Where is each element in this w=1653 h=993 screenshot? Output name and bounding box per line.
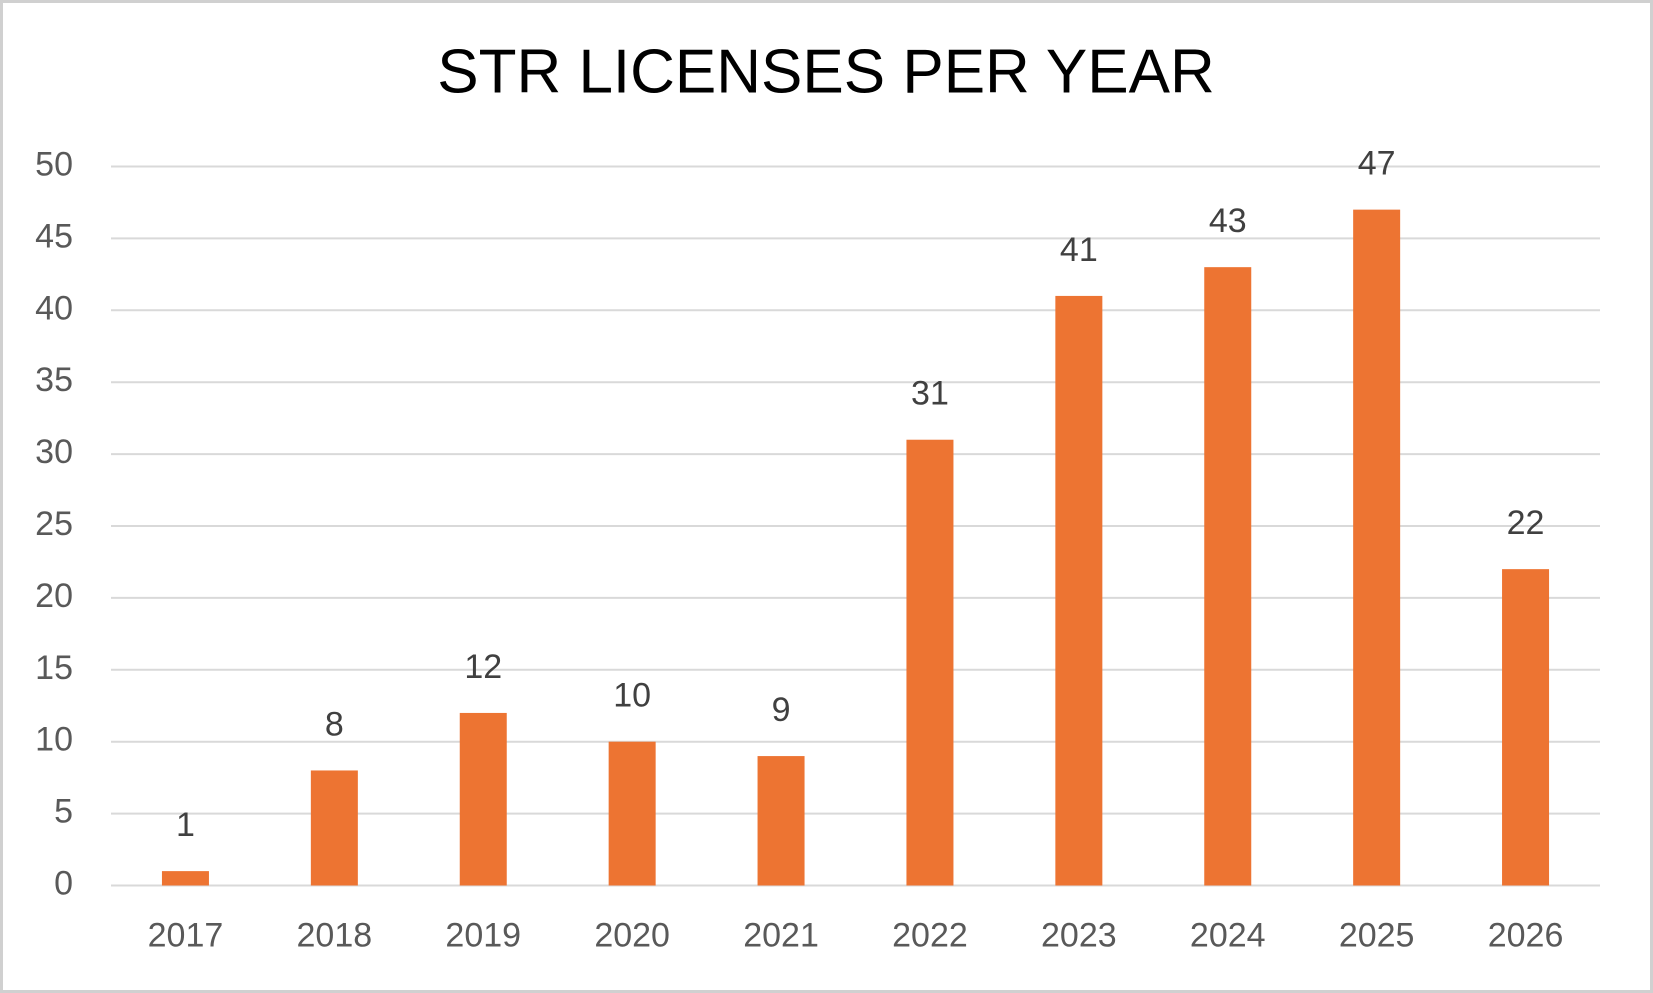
- x-tick-label: 2022: [892, 916, 968, 954]
- y-tick-label: 5: [54, 793, 73, 831]
- data-label: 41: [1060, 231, 1098, 269]
- x-tick-label: 2021: [743, 916, 819, 954]
- y-tick-label: 30: [35, 433, 73, 471]
- y-tick-label: 25: [35, 505, 73, 543]
- y-tick-label: 10: [35, 721, 73, 759]
- bar: [1055, 295, 1103, 886]
- chart-title: STR LICENSES PER YEAR: [437, 37, 1215, 106]
- bar: [1502, 569, 1550, 886]
- data-label: 12: [464, 648, 502, 686]
- y-tick-label: 50: [35, 145, 73, 183]
- x-tick-label: 2025: [1339, 916, 1415, 954]
- bar: [459, 712, 507, 886]
- bar: [310, 770, 358, 886]
- bar: [906, 439, 954, 886]
- x-tick-label: 2017: [148, 916, 224, 954]
- data-label: 9: [772, 691, 791, 729]
- data-label: 10: [613, 677, 651, 715]
- x-tick-label: 2026: [1488, 916, 1564, 954]
- x-tick-label: 2024: [1190, 916, 1266, 954]
- data-label: 8: [325, 705, 344, 743]
- x-tick-label: 2019: [445, 916, 521, 954]
- bar: [608, 741, 656, 886]
- y-tick-label: 35: [35, 361, 73, 399]
- y-tick-label: 40: [35, 289, 73, 327]
- bar: [757, 756, 805, 886]
- y-tick-label: 45: [35, 217, 73, 255]
- bar: [161, 871, 209, 886]
- x-tick-label: 2023: [1041, 916, 1117, 954]
- data-label: 22: [1507, 504, 1545, 542]
- x-tick-label: 2018: [297, 916, 373, 954]
- bar: [1353, 209, 1401, 886]
- y-tick-label: 0: [54, 864, 73, 902]
- data-label: 47: [1358, 145, 1396, 183]
- data-label: 1: [176, 806, 195, 844]
- y-tick-label: 15: [35, 649, 73, 687]
- y-tick-label: 20: [35, 577, 73, 615]
- bar: [1204, 267, 1252, 886]
- data-label: 43: [1209, 202, 1247, 240]
- data-label: 31: [911, 375, 949, 413]
- x-tick-label: 2020: [594, 916, 670, 954]
